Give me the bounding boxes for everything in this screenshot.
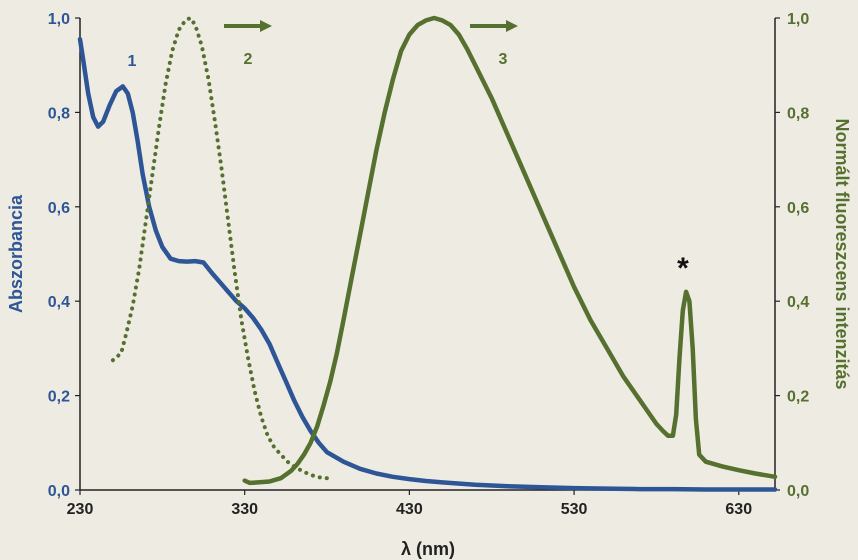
right-y-tick-label: 0,8: [787, 105, 809, 122]
x-axis-title: λ (nm): [401, 539, 455, 559]
left-y-tick-label: 0,6: [48, 200, 70, 217]
series-2-line: [110, 16, 329, 481]
series: [77, 15, 778, 492]
left-y-tick-label: 1,0: [48, 11, 70, 28]
left-y-tick-label: 0,8: [48, 105, 70, 122]
series-1-label: 1: [128, 53, 137, 70]
right-y-axis-title: Normált fluoreszcens intenzitás: [832, 118, 852, 389]
series-2-label: 2: [244, 51, 253, 68]
raman-peak-star: *: [677, 252, 689, 285]
left-y-axis-title: Abszorbancia: [6, 194, 26, 313]
ticks: 230 330 430 530 630 0,0 0,2 0,4 0,6 0,8 1,0 0,0 0,2 0…: [48, 11, 810, 518]
right-y-tick-label: 0,6: [787, 200, 809, 217]
right-y-tick-label: 0,0: [787, 483, 809, 500]
series-3-line: [242, 15, 778, 486]
x-tick-label: 530: [561, 501, 588, 518]
series-1-line: [77, 36, 778, 492]
left-y-tick-label: 0,2: [48, 389, 70, 406]
labels: λ (nm) Abszorbancia Normált fluoreszcens…: [6, 20, 852, 559]
arrow-icon: [470, 20, 518, 32]
left-y-tick-label: 0,4: [48, 294, 70, 311]
left-y-tick-label: 0,0: [48, 483, 70, 500]
x-tick-label: 630: [725, 501, 752, 518]
axes: [79, 18, 776, 491]
right-y-tick-label: 0,2: [787, 389, 809, 406]
right-y-tick-label: 1,0: [787, 11, 809, 28]
series-3-label: 3: [499, 51, 508, 68]
arrow-icon: [224, 20, 272, 32]
x-tick-label: 430: [396, 501, 423, 518]
x-tick-label: 230: [67, 501, 94, 518]
x-tick-label: 330: [231, 501, 258, 518]
right-y-tick-label: 0,4: [787, 294, 809, 311]
